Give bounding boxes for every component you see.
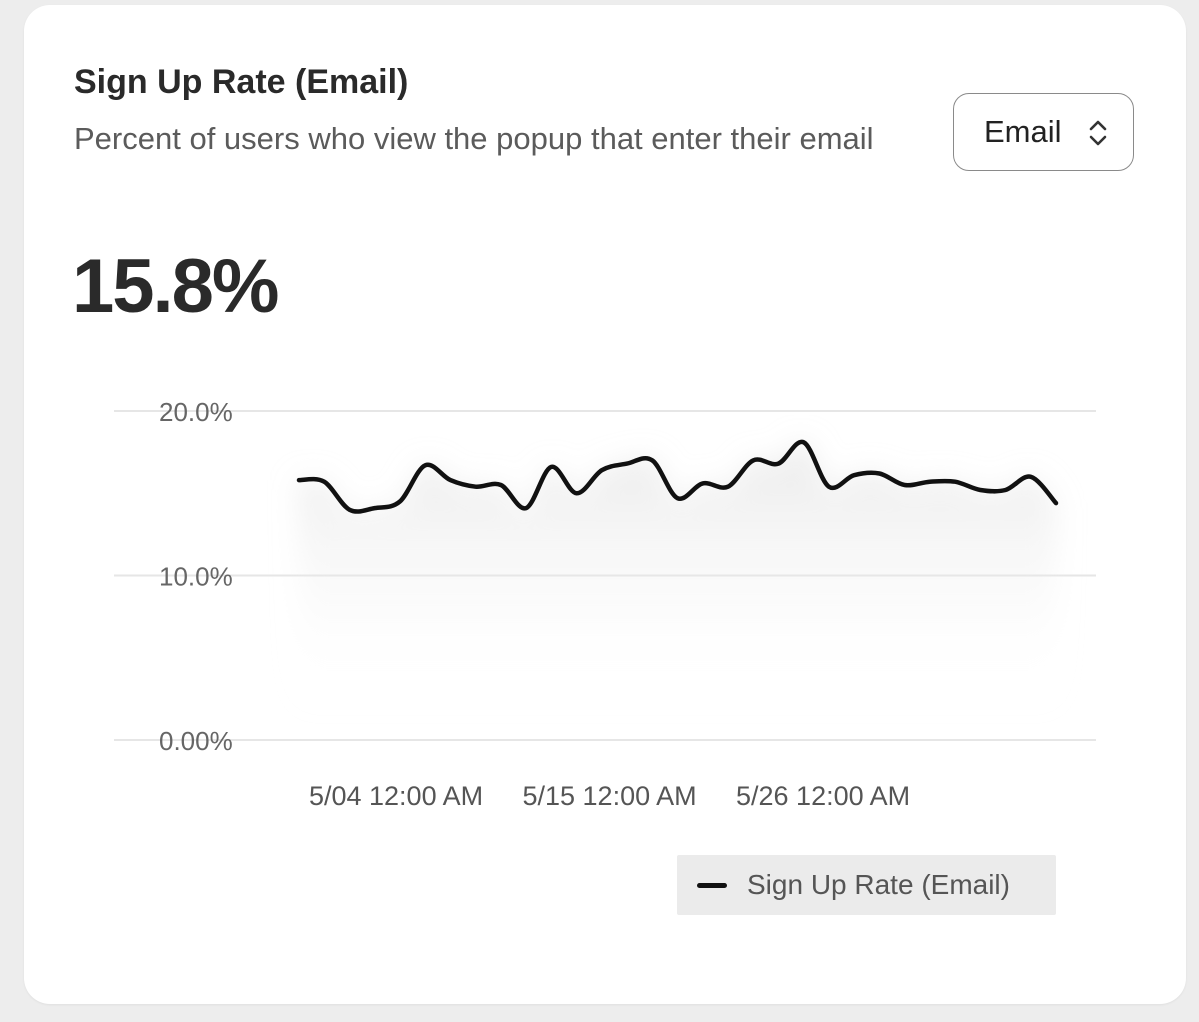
- data-point: [1053, 500, 1059, 506]
- y-tick-label: 10.0%: [159, 562, 233, 592]
- data-point: [574, 490, 580, 496]
- data-point: [447, 477, 453, 483]
- data-point: [876, 471, 882, 477]
- data-point: [473, 484, 479, 490]
- chevron-up-down-icon: [1089, 120, 1107, 146]
- data-point: [523, 505, 529, 511]
- chart-legend[interactable]: Sign Up Rate (Email): [677, 855, 1056, 915]
- data-point: [372, 505, 378, 511]
- data-point: [750, 457, 756, 463]
- data-point: [599, 467, 605, 473]
- y-tick-label: 20.0%: [159, 397, 233, 427]
- data-point: [675, 495, 681, 501]
- data-point: [826, 484, 832, 490]
- card-title: Sign Up Rate (Email): [74, 63, 409, 101]
- legend-label: Sign Up Rate (Email): [747, 869, 1010, 900]
- y-tick-label: 0.00%: [159, 726, 233, 756]
- data-point: [347, 507, 353, 513]
- data-point: [624, 461, 630, 467]
- data-point: [725, 484, 731, 490]
- legend-line-swatch: [697, 882, 727, 888]
- data-point: [649, 457, 655, 463]
- data-point: [321, 479, 327, 485]
- channel-select-value: Email: [984, 114, 1062, 149]
- data-point: [851, 472, 857, 478]
- headline-value: 15.8%: [72, 244, 279, 329]
- data-point: [1003, 487, 1009, 493]
- channel-select[interactable]: Email: [953, 93, 1134, 171]
- data-point: [927, 479, 933, 485]
- x-tick-label: 5/26 12:00 AM: [736, 781, 910, 811]
- series-area: [299, 441, 1056, 710]
- series-line: [296, 439, 1059, 514]
- data-point: [397, 499, 403, 505]
- data-point: [422, 462, 428, 468]
- sign-up-rate-card: Sign Up Rate (Email) Percent of users wh…: [24, 5, 1186, 1004]
- data-point: [775, 461, 781, 467]
- data-point: [952, 479, 958, 485]
- x-tick-label: 5/04 12:00 AM: [309, 781, 483, 811]
- data-point: [700, 480, 706, 486]
- data-point: [498, 482, 504, 488]
- data-point: [902, 482, 908, 488]
- card-subtitle: Percent of users who view the popup that…: [74, 121, 874, 156]
- data-point: [296, 477, 302, 483]
- data-point: [801, 439, 807, 445]
- data-point: [1028, 474, 1034, 480]
- data-point: [977, 487, 983, 493]
- data-point: [548, 464, 554, 470]
- line-chart: 20.0% 10.0% 0.00% 5/04 12:00 AM 5/15 12:00 A…: [114, 397, 1096, 811]
- x-tick-label: 5/15 12:00 AM: [522, 781, 696, 811]
